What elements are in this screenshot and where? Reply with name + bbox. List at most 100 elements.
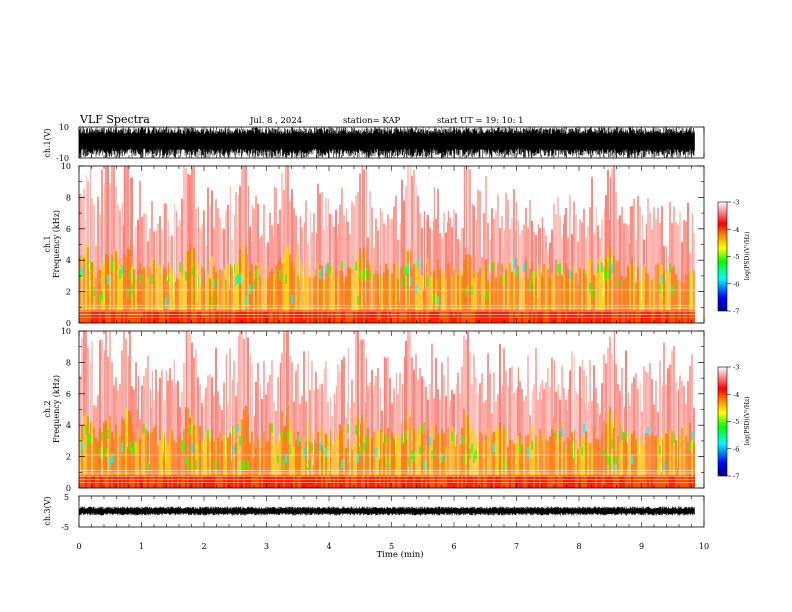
spectrogram-cell-yellow — [539, 264, 541, 311]
spectrogram-streak — [127, 331, 128, 447]
spectrogram-cell-yellow — [693, 270, 695, 311]
spectrogram-cell-low — [181, 475, 183, 488]
spectrogram-cell-red — [167, 380, 169, 479]
spectrogram-cell-yellow — [313, 277, 315, 311]
spectrogram-cell-yellow — [119, 436, 121, 476]
spectrogram-cell-red — [155, 369, 157, 479]
spectrogram-cell-red — [401, 179, 403, 314]
colorbar-tick-label: -5 — [733, 418, 739, 426]
spectrogram-cell-yellow — [135, 280, 137, 311]
spectrogram-cell-green — [485, 290, 487, 301]
spectrogram-streak — [399, 166, 400, 302]
spectrogram-cell-green — [147, 462, 149, 472]
spectrogram-cell-yellow — [149, 267, 151, 311]
spectrogram-cell-yellow — [269, 272, 271, 311]
time-tick-labels: 0 1 2 3 4 5 6 7 8 9 10 — [76, 542, 709, 551]
spectrogram-cell-red — [631, 382, 633, 479]
spectrogram-cell-low — [129, 475, 131, 488]
spectrogram-cell-low — [213, 310, 215, 323]
spectrogram-cell-yellow — [333, 279, 335, 311]
spectrogram-cell-yellow — [267, 278, 269, 311]
time-tick-label: 2 — [201, 542, 206, 551]
spectrogram-cell-red — [445, 232, 447, 314]
spectrogram-cell-yellow — [523, 441, 525, 476]
spectrogram-streak — [471, 166, 472, 259]
spectrogram-cell-red — [463, 335, 465, 479]
spectrogram-cell-yellow — [467, 415, 469, 476]
spectrogram-cell-yellow — [97, 440, 99, 476]
spectrogram-cell-low — [211, 475, 213, 488]
spectrogram-cell-yellow — [153, 427, 155, 476]
spectrogram-cell-low — [367, 475, 369, 488]
spectrogram-cell-yellow — [461, 427, 463, 476]
spectrogram-cell-low — [549, 310, 551, 323]
spectrogram-cell-red — [325, 361, 327, 479]
spectrogram-cell-red — [193, 166, 195, 314]
spectrogram-cell-yellow — [315, 443, 317, 476]
spectrogram-cell-red — [175, 383, 177, 479]
spectrogram-cell-yellow — [509, 440, 511, 476]
spectrogram-cell-yellow — [609, 245, 611, 311]
spectrogram-cell-low — [323, 475, 325, 488]
spectrogram-cell-green — [255, 269, 257, 279]
spectrogram-cell-yellow — [183, 264, 185, 311]
spectrogram-cell-yellow — [551, 429, 553, 476]
spectrogram-cell-low — [519, 310, 521, 323]
spectrogram-cell-yellow — [431, 424, 433, 476]
spectrogram-cell-red — [671, 350, 673, 479]
spectrogram-cell-low — [403, 475, 405, 488]
spectrogram-cell-green — [385, 433, 387, 444]
ch1-ylabel: ch.1(V) — [43, 128, 52, 157]
spectrogram-cell-red — [151, 200, 153, 314]
spectrogram-cell-red — [129, 331, 131, 479]
spectrogram-cell-red — [101, 339, 103, 479]
spectrogram-cell-red — [341, 188, 343, 314]
spectrogram-cell-low — [309, 475, 311, 488]
spectrogram-streak — [303, 166, 304, 289]
spectrogram-cell-low — [341, 310, 343, 323]
spectrogram-cell-low — [561, 310, 563, 323]
spectrogram-cell-low — [155, 475, 157, 488]
spectrogram-cell-low — [631, 475, 633, 488]
spectrogram-cell-red — [87, 347, 89, 479]
spectrogram-cell-red — [475, 376, 477, 479]
spectrogram-cell-red — [207, 187, 209, 314]
spectrogram-cell-low — [249, 475, 251, 488]
chart-title: VLF Spectra — [79, 113, 150, 126]
spectrogram-cell-yellow — [483, 441, 485, 476]
spectrogram-cell-red — [617, 384, 619, 479]
spectrogram-cell-red — [491, 208, 493, 314]
spectrogram-cell-low — [153, 310, 155, 323]
spectrogram-cell-yellow — [265, 278, 267, 311]
spectrogram-cell-yellow — [315, 275, 317, 311]
spectrogram-streak — [489, 166, 490, 277]
spectrogram-cell-low — [417, 310, 419, 323]
spectrogram-cell-low — [531, 475, 533, 488]
spectrogram-cell-low — [453, 310, 455, 323]
spectrogram-cell-red — [693, 407, 695, 479]
spectrogram-cell-green — [151, 274, 153, 284]
spectrogram-cell-yellow — [555, 259, 557, 311]
spectrogram-cell-yellow — [91, 421, 93, 476]
spectrogram-cell-red — [637, 389, 639, 479]
spectrogram-cell-low — [629, 475, 631, 488]
spectrogram-cell-low — [535, 475, 537, 488]
spectrogram-streak — [491, 331, 492, 399]
spectrogram-cell-red — [471, 203, 473, 314]
spectrogram-cell-red — [443, 375, 445, 479]
spectrogram-cell-yellow — [251, 431, 253, 476]
spectrogram-cell-low — [141, 310, 143, 323]
spectrogram-cell-yellow — [223, 268, 225, 311]
spectrogram-cell-low — [673, 475, 675, 488]
spectrogram-cell-red — [363, 169, 365, 314]
spectrogram-cell-low — [541, 475, 543, 488]
spectrogram-cell-low — [521, 310, 523, 323]
spectrogram-cell-low — [111, 475, 113, 488]
ch1-colorbar: -3-4-5-6-7 log(PSD)(V²/Hz) — [717, 199, 751, 316]
spectrogram-cell-yellow — [587, 259, 589, 311]
spectrogram-cell-red — [137, 376, 139, 479]
spectrogram-cell-low — [295, 475, 297, 488]
spectrogram-cell-low — [319, 310, 321, 323]
spectrogram-cell-red — [353, 402, 355, 479]
spectrogram-cell-yellow — [123, 253, 125, 311]
